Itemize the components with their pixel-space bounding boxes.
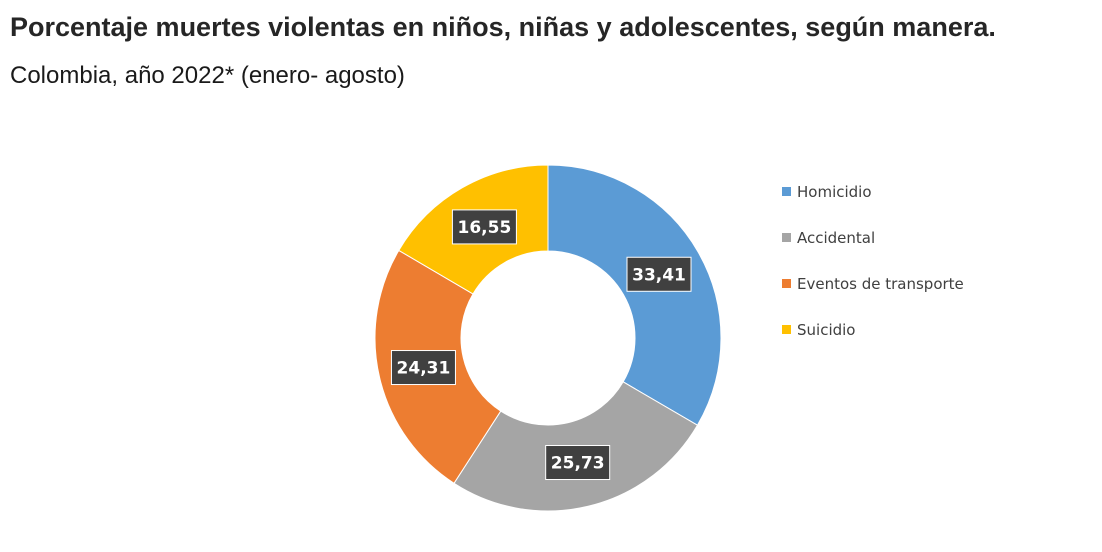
slice-homicidio xyxy=(547,164,722,426)
chart-subtitle: Colombia, año 2022* (enero- agosto) xyxy=(10,62,405,89)
data-label-box xyxy=(626,256,692,292)
data-label-value: 24,31 xyxy=(397,359,451,379)
data-labels-group: 33,41 25,73 24,31 16,55 xyxy=(390,209,692,481)
data-label-accidental: 25,73 xyxy=(545,445,611,481)
data-label-homicidio: 33,41 xyxy=(626,256,692,292)
legend-label: Suicidio xyxy=(797,321,855,339)
legend-item-suicidio: Suicidio xyxy=(782,321,855,339)
data-label-value: 16,55 xyxy=(458,218,512,238)
data-label-box xyxy=(545,445,611,481)
legend-swatch xyxy=(782,233,791,242)
legend-item-homicidio: Homicidio xyxy=(782,183,872,201)
chart-title: Porcentaje muertes violentas en niños, n… xyxy=(10,12,996,42)
legend-label: Eventos de transporte xyxy=(797,275,964,293)
legend-label: Homicidio xyxy=(797,183,872,201)
data-label-value: 25,73 xyxy=(551,454,605,474)
legend-item-accidental: Accidental xyxy=(782,229,875,247)
legend: Homicidio Accidental Eventos de transporte… xyxy=(782,183,964,339)
legend-item-eventos-de-transporte: Eventos de transporte xyxy=(782,275,964,293)
legend-label: Accidental xyxy=(797,229,875,247)
data-label-eventos-de-transporte: 24,31 xyxy=(390,350,456,386)
legend-swatch xyxy=(782,279,791,288)
data-label-value: 33,41 xyxy=(632,265,686,285)
data-label-box xyxy=(390,350,456,386)
legend-swatch xyxy=(782,325,791,334)
data-label-suicidio: 16,55 xyxy=(451,209,517,245)
legend-swatch xyxy=(782,187,791,196)
data-label-box xyxy=(451,209,517,245)
